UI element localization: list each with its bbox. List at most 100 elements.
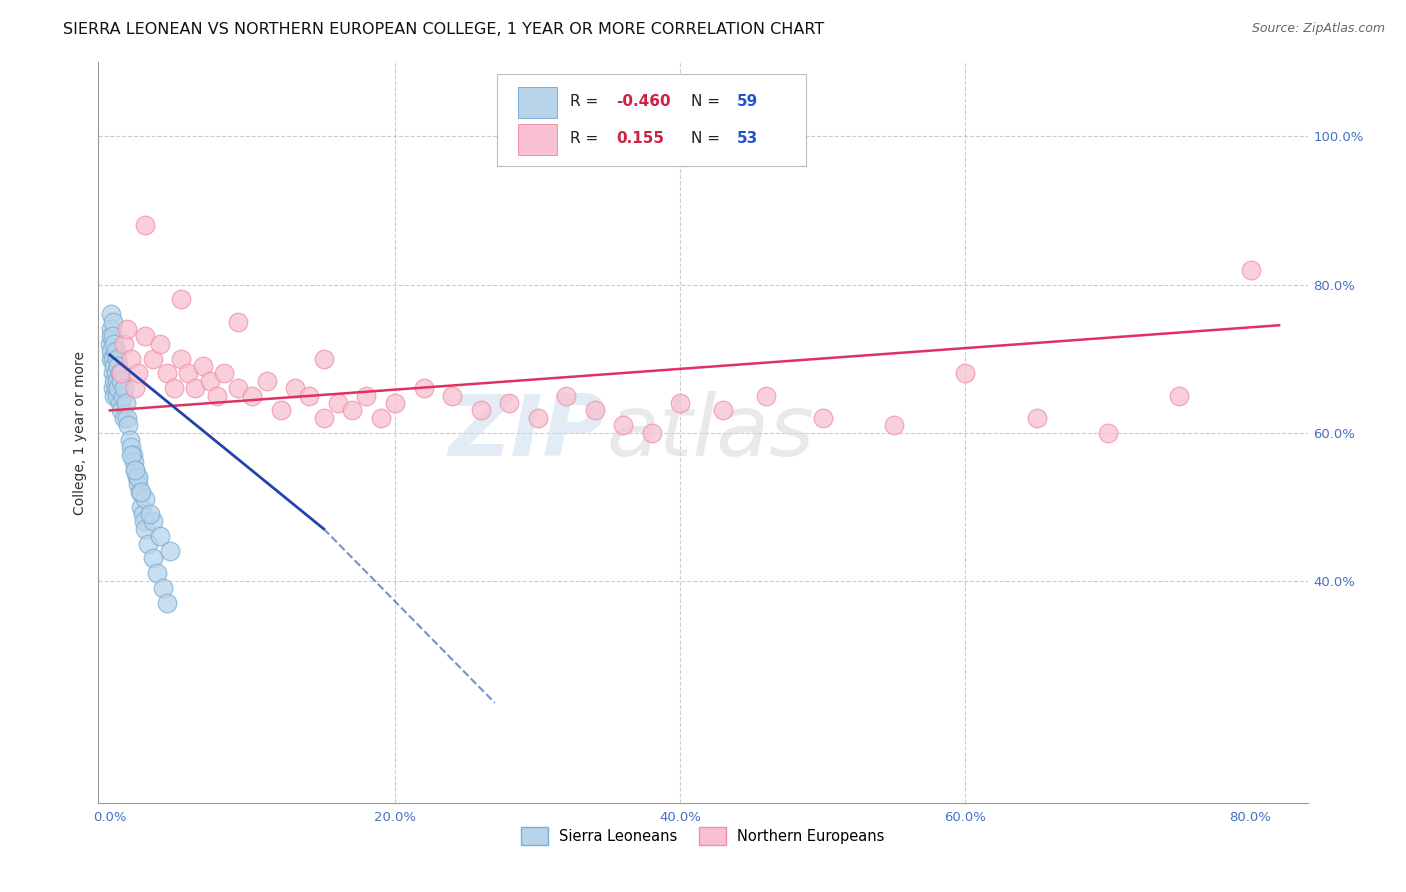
Text: 59: 59: [737, 95, 758, 109]
Point: [105, 389, 128, 403]
Point: [104, 381, 127, 395]
Point: [101, 329, 124, 343]
Point: [270, 403, 292, 417]
Point: [134, 329, 156, 343]
Point: [159, 544, 181, 558]
Point: [101, 381, 124, 395]
Point: [110, 367, 132, 381]
Point: [149, 529, 172, 543]
Point: [100, 351, 122, 366]
Point: [177, 367, 200, 381]
Point: [555, 389, 578, 403]
Point: [191, 359, 214, 373]
Point: [142, 551, 165, 566]
Point: [100, 307, 122, 321]
Point: [134, 522, 156, 536]
Point: [101, 367, 124, 381]
Point: [226, 381, 249, 395]
Point: [412, 381, 434, 395]
Point: [104, 367, 127, 381]
Point: [120, 441, 142, 455]
Point: [105, 351, 128, 366]
Point: [100, 344, 122, 359]
Point: [883, 418, 905, 433]
Y-axis label: College, 1 year or more: College, 1 year or more: [73, 351, 87, 515]
Point: [370, 410, 392, 425]
Point: [326, 396, 349, 410]
Point: [134, 492, 156, 507]
Point: [1025, 410, 1047, 425]
Bar: [517, 87, 557, 118]
Point: [117, 418, 139, 433]
Point: [107, 381, 129, 395]
Text: Source: ZipAtlas.com: Source: ZipAtlas.com: [1251, 22, 1385, 36]
Text: atlas: atlas: [606, 391, 814, 475]
Point: [115, 410, 138, 425]
Text: N =: N =: [690, 95, 724, 109]
Point: [146, 566, 169, 581]
Text: N =: N =: [690, 131, 724, 146]
Point: [108, 367, 131, 381]
Point: [104, 344, 127, 359]
Point: [711, 403, 734, 417]
Legend: Sierra Leoneans, Northern Europeans: Sierra Leoneans, Northern Europeans: [516, 822, 890, 851]
Point: [122, 455, 145, 469]
Point: [128, 484, 150, 499]
Point: [156, 367, 179, 381]
Point: [256, 374, 278, 388]
Text: ZIP: ZIP: [449, 391, 606, 475]
Point: [312, 410, 335, 425]
Text: -0.460: -0.460: [616, 95, 671, 109]
Point: [114, 396, 136, 410]
Text: SIERRA LEONEAN VS NORTHERN EUROPEAN COLLEGE, 1 YEAR OR MORE CORRELATION CHART: SIERRA LEONEAN VS NORTHERN EUROPEAN COLL…: [63, 22, 824, 37]
Point: [103, 336, 125, 351]
Point: [134, 219, 156, 233]
Point: [152, 581, 174, 595]
Point: [198, 374, 221, 388]
Point: [124, 462, 146, 476]
Point: [115, 322, 138, 336]
Point: [170, 351, 193, 366]
Point: [312, 351, 335, 366]
Point: [100, 322, 122, 336]
Point: [132, 515, 155, 529]
Point: [226, 314, 249, 328]
Point: [120, 448, 142, 462]
Point: [498, 396, 520, 410]
Point: [156, 596, 179, 610]
Point: [108, 396, 131, 410]
Point: [384, 396, 406, 410]
Point: [129, 500, 152, 514]
Point: [470, 403, 492, 417]
Point: [125, 470, 148, 484]
Point: [127, 367, 149, 381]
Text: 0.155: 0.155: [616, 131, 664, 146]
Point: [103, 359, 125, 373]
Point: [640, 425, 662, 440]
Point: [112, 410, 135, 425]
Point: [212, 367, 235, 381]
Point: [170, 293, 193, 307]
Point: [112, 381, 135, 395]
Point: [583, 403, 606, 417]
Point: [101, 351, 124, 366]
Point: [111, 389, 134, 403]
Point: [298, 389, 321, 403]
Point: [127, 477, 149, 491]
Point: [112, 336, 135, 351]
Point: [129, 484, 152, 499]
Point: [107, 359, 129, 373]
Point: [811, 410, 834, 425]
Point: [103, 374, 125, 388]
Point: [103, 389, 125, 403]
Point: [205, 389, 228, 403]
Point: [142, 351, 165, 366]
Point: [105, 374, 128, 388]
Point: [669, 396, 692, 410]
Point: [139, 507, 162, 521]
Point: [149, 336, 172, 351]
Point: [120, 351, 142, 366]
Text: 53: 53: [737, 131, 758, 146]
Point: [163, 381, 186, 395]
Point: [110, 374, 132, 388]
